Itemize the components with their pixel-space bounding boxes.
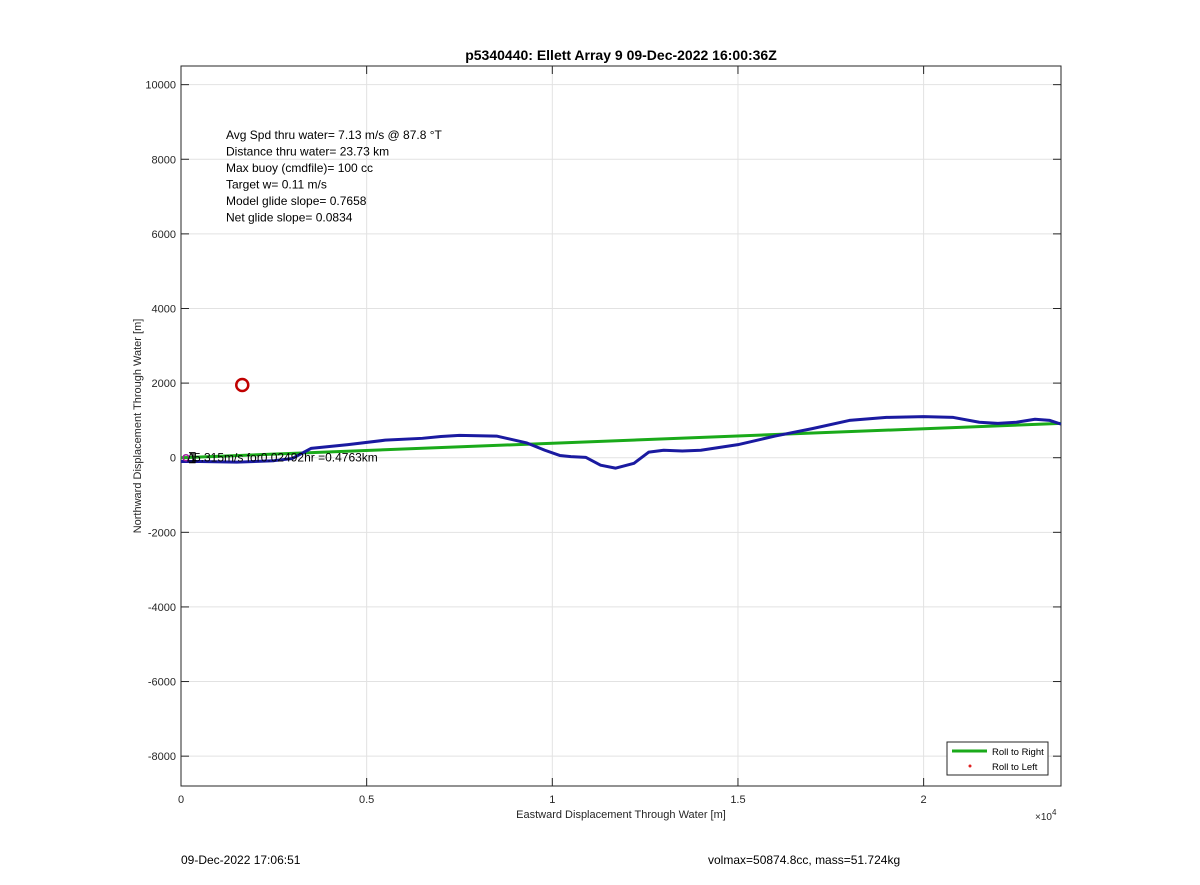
start-marker [235,377,250,393]
x-tick-label: 0 [178,794,184,806]
annotation-line: Max buoy (cmdfile)= 100 cc [226,161,373,175]
y-tick-label: -4000 [148,602,176,614]
y-tick-label: 4000 [152,303,176,315]
origin-marker [182,453,190,462]
y-tick-label: -8000 [148,751,176,763]
track-line [181,415,1062,470]
overlap-label: 5.315m/s for0.02492hr =0.4763km [194,451,378,465]
x-exponent-label: ×104 [1035,808,1057,823]
y-tick-label: -6000 [148,677,176,689]
origin-arrow-marker [189,452,196,464]
series-line-roll-to-right [180,421,1062,460]
annotation-line: Target w= 0.11 m/s [226,178,327,192]
y-tick-label: 2000 [152,378,176,390]
chart-title: p5340440: Ellett Array 9 09-Dec-2022 16:… [465,47,777,63]
annotation-line: Net glide slope= 0.0834 [226,211,353,225]
legend-label-roll-to-right: Roll to Right [992,747,1044,758]
y-tick-label: -2000 [148,527,176,539]
y-tick-label: 6000 [152,229,176,241]
x-tick-label: 1 [549,794,555,806]
overlap-label-prefix: Δ [187,451,195,465]
legend-box [946,741,1049,776]
annotation-line: Distance thru water= 23.73 km [226,145,389,159]
y-tick-label: 0 [170,453,176,465]
legend-swatch-roll-to-left [968,764,972,768]
legend-label-roll-to-left: Roll to Left [992,762,1038,773]
plot-area [181,66,1061,786]
x-tick-label: 2 [921,794,927,806]
y-axis-label: Northward Displacement Through Water [m] [132,319,144,534]
y-tick-label: 8000 [152,154,176,166]
x-tick-label: 1.5 [730,794,745,806]
axes-box [180,65,1062,787]
x-axis-label: Eastward Displacement Through Water [m] [516,809,726,821]
annotation-line: Model glide slope= 0.7658 [226,194,367,208]
y-tick-label: 10000 [145,80,176,92]
footer-stats: volmax=50874.8cc, mass=51.724kg [708,853,901,867]
footer-timestamp: 09-Dec-2022 17:06:51 [181,853,301,867]
x-tick-label: 0.5 [359,794,374,806]
annotation-line: Avg Spd thru water= 7.13 m/s @ 87.8 °T [226,128,443,142]
